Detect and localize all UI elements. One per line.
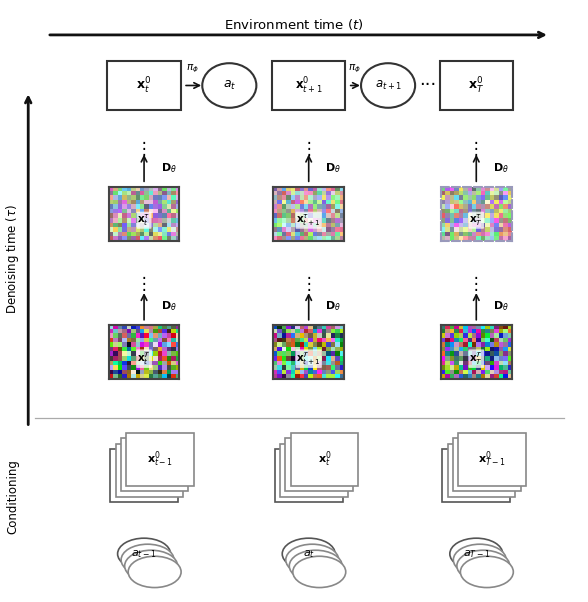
Ellipse shape xyxy=(286,544,339,576)
FancyBboxPatch shape xyxy=(280,444,348,497)
Text: $\mathbf{D}_\theta$: $\mathbf{D}_\theta$ xyxy=(325,161,341,175)
Ellipse shape xyxy=(450,538,503,569)
Text: $\mathbf{x}_t^0$: $\mathbf{x}_t^0$ xyxy=(136,75,152,96)
Text: $a_t$: $a_t$ xyxy=(303,548,315,560)
Ellipse shape xyxy=(453,544,506,576)
Text: $\mathbf{x}_T^\tau$: $\mathbf{x}_T^\tau$ xyxy=(469,213,483,228)
Text: $\mathbf{x}_t^{\mathcal{T}}$: $\mathbf{x}_t^{\mathcal{T}}$ xyxy=(137,350,151,367)
Text: ⋮: ⋮ xyxy=(300,140,317,158)
Text: $a_{t+1}$: $a_{t+1}$ xyxy=(375,79,402,92)
FancyBboxPatch shape xyxy=(107,61,181,110)
Ellipse shape xyxy=(128,556,181,588)
Text: $\mathbf{D}_\theta$: $\mathbf{D}_\theta$ xyxy=(161,161,176,175)
Text: $\mathbf{D}_\theta$: $\mathbf{D}_\theta$ xyxy=(325,300,341,313)
FancyBboxPatch shape xyxy=(275,449,342,502)
Ellipse shape xyxy=(289,550,342,582)
Text: $\mathbf{x}_{t+1}^\tau$: $\mathbf{x}_{t+1}^\tau$ xyxy=(296,213,321,228)
FancyBboxPatch shape xyxy=(121,438,188,491)
FancyBboxPatch shape xyxy=(290,433,359,486)
Text: $\mathbf{x}_t^0$: $\mathbf{x}_t^0$ xyxy=(318,450,332,469)
Text: ⋮: ⋮ xyxy=(136,140,152,158)
Text: ⋮: ⋮ xyxy=(468,140,485,158)
Ellipse shape xyxy=(293,556,346,588)
FancyBboxPatch shape xyxy=(448,444,515,497)
FancyBboxPatch shape xyxy=(286,438,353,491)
FancyBboxPatch shape xyxy=(115,444,183,497)
Ellipse shape xyxy=(282,538,335,569)
Text: $\mathbf{D}_\theta$: $\mathbf{D}_\theta$ xyxy=(493,300,509,313)
Ellipse shape xyxy=(361,63,415,108)
Text: Denoising time ($\tau$): Denoising time ($\tau$) xyxy=(5,204,21,314)
Text: ⋮: ⋮ xyxy=(136,275,152,293)
Text: $\mathbf{x}_{t+1}^0$: $\mathbf{x}_{t+1}^0$ xyxy=(295,75,322,96)
Text: $\mathbf{D}_\theta$: $\mathbf{D}_\theta$ xyxy=(161,300,176,313)
Text: $\pi_\phi$: $\pi_\phi$ xyxy=(186,63,199,75)
Text: $\mathbf{x}_{t-1}^0$: $\mathbf{x}_{t-1}^0$ xyxy=(147,450,173,469)
FancyBboxPatch shape xyxy=(111,449,178,502)
Text: ⋮: ⋮ xyxy=(468,275,485,293)
Text: ⋮: ⋮ xyxy=(300,275,317,293)
Ellipse shape xyxy=(121,544,174,576)
Text: ···: ··· xyxy=(419,76,436,95)
FancyBboxPatch shape xyxy=(126,433,194,486)
Text: $\mathbf{D}_\theta$: $\mathbf{D}_\theta$ xyxy=(493,161,509,175)
Ellipse shape xyxy=(457,550,510,582)
Text: $\mathbf{x}_{t+1}^{\mathcal{T}}$: $\mathbf{x}_{t+1}^{\mathcal{T}}$ xyxy=(296,350,321,367)
FancyBboxPatch shape xyxy=(440,61,513,110)
FancyBboxPatch shape xyxy=(459,433,526,486)
Text: $\mathbf{x}_{T-1}^0$: $\mathbf{x}_{T-1}^0$ xyxy=(478,450,506,469)
Ellipse shape xyxy=(125,550,178,582)
Text: Environment time ($t$): Environment time ($t$) xyxy=(224,17,364,31)
Text: $\mathbf{x}_t^\tau$: $\mathbf{x}_t^\tau$ xyxy=(138,213,151,228)
Text: $a_{T-1}$: $a_{T-1}$ xyxy=(463,548,490,560)
FancyBboxPatch shape xyxy=(443,449,510,502)
Text: $\mathbf{x}_T^{\mathcal{T}}$: $\mathbf{x}_T^{\mathcal{T}}$ xyxy=(469,350,483,367)
Text: $a_t$: $a_t$ xyxy=(223,79,236,92)
Ellipse shape xyxy=(118,538,171,569)
Text: $\pi_\phi$: $\pi_\phi$ xyxy=(348,63,360,75)
Text: $a_{t-1}$: $a_{t-1}$ xyxy=(131,548,157,560)
Ellipse shape xyxy=(460,556,513,588)
Ellipse shape xyxy=(202,63,256,108)
FancyBboxPatch shape xyxy=(453,438,521,491)
Text: Conditioning: Conditioning xyxy=(6,459,19,534)
Text: $\mathbf{x}_T^0$: $\mathbf{x}_T^0$ xyxy=(468,75,485,96)
FancyBboxPatch shape xyxy=(272,61,345,110)
